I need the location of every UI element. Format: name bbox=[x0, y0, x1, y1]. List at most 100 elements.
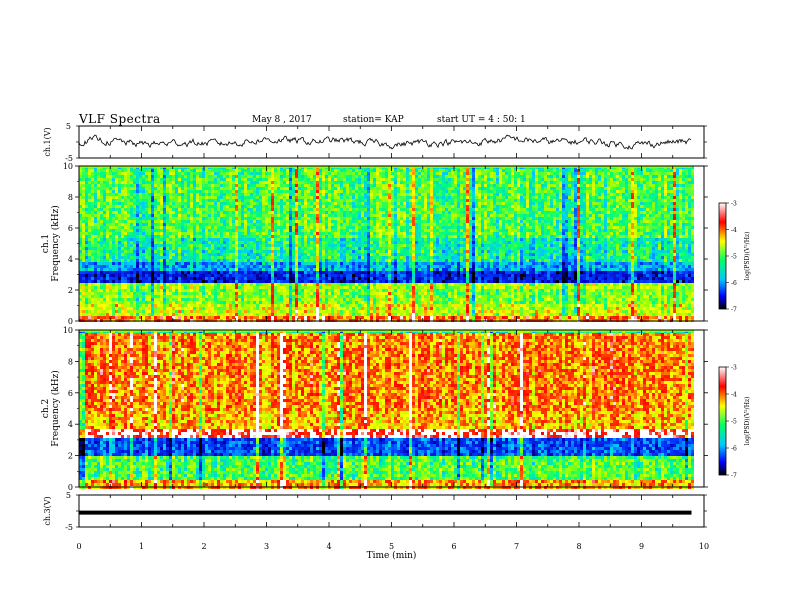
spectrogram-cell bbox=[328, 316, 331, 319]
spectrogram-cell bbox=[118, 316, 121, 319]
spectrogram-cell bbox=[319, 250, 322, 253]
spectrogram-cell bbox=[313, 181, 316, 184]
spectrogram-cell bbox=[289, 247, 292, 250]
spectrogram-cell bbox=[223, 292, 226, 295]
spectrogram-cell bbox=[214, 187, 217, 190]
spectrogram-cell bbox=[328, 169, 331, 172]
spectrogram-cell bbox=[100, 217, 103, 220]
spectrogram-cell bbox=[271, 244, 274, 247]
spectrogram-cell bbox=[181, 238, 184, 241]
spectrogram-cell bbox=[196, 313, 199, 316]
spectrogram-cell bbox=[280, 268, 283, 271]
spectrogram-cell bbox=[364, 241, 367, 244]
spectrogram-cell bbox=[256, 178, 259, 181]
spectrogram-cell bbox=[265, 304, 268, 307]
spectrogram-cell bbox=[307, 178, 310, 181]
spectrogram-cell bbox=[277, 220, 280, 223]
spectrogram-cell bbox=[103, 307, 106, 310]
spectrogram-cell bbox=[100, 244, 103, 247]
spectrogram-cell bbox=[127, 286, 130, 289]
spectrogram-cell bbox=[301, 274, 304, 277]
spectrogram-cell bbox=[313, 223, 316, 226]
spectrogram-cell bbox=[169, 184, 172, 187]
spectrogram-cell bbox=[214, 208, 217, 211]
spectrogram-cell bbox=[214, 256, 217, 259]
spectrogram-cell bbox=[256, 274, 259, 277]
spectrogram-cell bbox=[172, 202, 175, 205]
spectrogram-cell bbox=[223, 286, 226, 289]
spectrogram-cell bbox=[283, 187, 286, 190]
spectrogram-cell bbox=[85, 316, 88, 319]
spectrogram-cell bbox=[298, 295, 301, 298]
spectrogram-cell bbox=[193, 241, 196, 244]
spectrogram-cell bbox=[271, 280, 274, 283]
spectrogram-cell bbox=[175, 238, 178, 241]
spectrogram-cell bbox=[352, 217, 355, 220]
spectrogram-cell bbox=[100, 175, 103, 178]
spectrogram-cell bbox=[274, 286, 277, 289]
spectrogram-cell bbox=[340, 289, 343, 292]
spectrogram-cell bbox=[100, 286, 103, 289]
spectrogram-cell bbox=[184, 214, 187, 217]
spectrogram-cell bbox=[214, 316, 217, 319]
spectrogram-cell bbox=[229, 205, 232, 208]
spectrogram-cell bbox=[172, 235, 175, 238]
spectrogram-cell bbox=[232, 241, 235, 244]
spectrogram-cell bbox=[100, 262, 103, 265]
spectrogram-cell bbox=[229, 253, 232, 256]
spectrogram-cell bbox=[199, 178, 202, 181]
spectrogram-cell bbox=[190, 256, 193, 259]
spectrogram-cell bbox=[343, 217, 346, 220]
spectrogram-cell bbox=[199, 292, 202, 295]
spectrogram-cell bbox=[106, 280, 109, 283]
spectrogram-cell bbox=[100, 196, 103, 199]
spectrogram-cell bbox=[322, 283, 325, 286]
spectrogram-cell bbox=[211, 172, 214, 175]
spectrogram-cell bbox=[166, 250, 169, 253]
spectrogram-cell bbox=[193, 214, 196, 217]
spectrogram-cell bbox=[358, 271, 361, 274]
spectrogram-cell bbox=[121, 214, 124, 217]
spectrogram-cell bbox=[202, 262, 205, 265]
spectrogram-cell bbox=[268, 283, 271, 286]
spectrogram-cell bbox=[127, 214, 130, 217]
spectrogram-cell bbox=[292, 208, 295, 211]
spectrogram-cell bbox=[361, 286, 364, 289]
spectrogram-cell bbox=[178, 235, 181, 238]
spectrogram-cell bbox=[79, 217, 82, 220]
spectrogram-cell bbox=[265, 244, 268, 247]
spectrogram-cell bbox=[100, 205, 103, 208]
spectrogram-cell bbox=[358, 286, 361, 289]
spectrogram-cell bbox=[97, 289, 100, 292]
spectrogram-cell bbox=[145, 271, 148, 274]
spectrogram-cell bbox=[358, 292, 361, 295]
spectrogram-cell bbox=[199, 244, 202, 247]
spectrogram-cell bbox=[301, 169, 304, 172]
spectrogram-cell bbox=[130, 313, 133, 316]
spectrogram-cell bbox=[361, 172, 364, 175]
spectrogram-cell bbox=[316, 169, 319, 172]
spectrogram-cell bbox=[178, 316, 181, 319]
spectrogram-cell bbox=[169, 211, 172, 214]
spectrogram-cell bbox=[115, 235, 118, 238]
spectrogram-cell bbox=[247, 208, 250, 211]
spectrogram-cell bbox=[277, 274, 280, 277]
spectrogram-cell bbox=[82, 274, 85, 277]
spectrogram-cell bbox=[184, 292, 187, 295]
spectrogram-cell bbox=[151, 205, 154, 208]
spectrogram-cell bbox=[88, 292, 91, 295]
spectrogram-cell bbox=[82, 304, 85, 307]
spectrogram-cell bbox=[265, 277, 268, 280]
spectrogram-cell bbox=[241, 307, 244, 310]
spectrogram-cell bbox=[106, 241, 109, 244]
spectrogram-cell bbox=[163, 190, 166, 193]
spectrogram-cell bbox=[241, 253, 244, 256]
spectrogram-cell bbox=[82, 193, 85, 196]
spectrogram-cell bbox=[328, 205, 331, 208]
spectrogram-cell bbox=[157, 187, 160, 190]
spectrogram-cell bbox=[337, 208, 340, 211]
spectrogram-cell bbox=[88, 247, 91, 250]
spectrogram-cell bbox=[322, 223, 325, 226]
spectrogram-cell bbox=[112, 196, 115, 199]
spectrogram-cell bbox=[262, 232, 265, 235]
